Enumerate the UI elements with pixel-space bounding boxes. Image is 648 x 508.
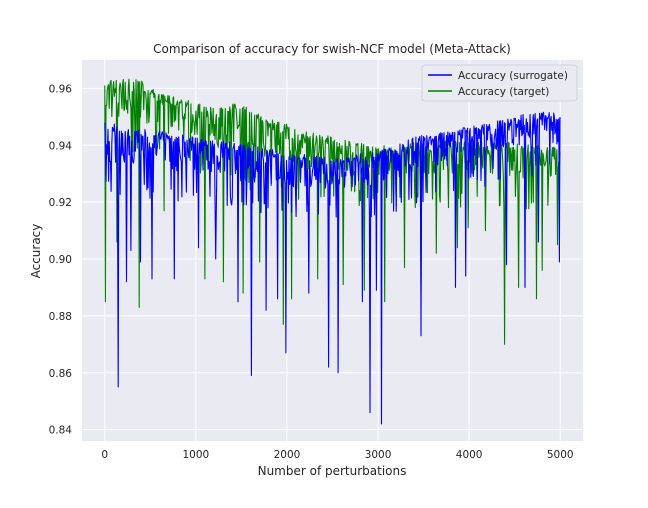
y-axis-label: Accuracy xyxy=(29,224,43,279)
y-tick-label: 0.92 xyxy=(49,197,72,209)
x-tick-label: 5000 xyxy=(547,449,574,461)
y-tick-label: 0.90 xyxy=(49,254,72,266)
chart-title: Comparison of accuracy for swish-NCF mod… xyxy=(153,42,511,56)
series-layer xyxy=(104,78,561,425)
y-tick-label: 0.86 xyxy=(49,368,73,380)
y-tick-label: 0.96 xyxy=(49,83,73,95)
tick-labels: 0 1000 2000 3000 4000 5000 0.84 0.86 0.88 0.90 0.9… xyxy=(49,83,574,461)
x-tick-label: 3000 xyxy=(365,449,392,461)
legend: Accuracy (surrogate) Accuracy (target) xyxy=(421,64,578,102)
y-tick-label: 0.94 xyxy=(49,140,73,152)
series-line-surrogate xyxy=(104,111,561,425)
x-tick-label: 4000 xyxy=(456,449,483,461)
x-tick-label: 1000 xyxy=(182,449,209,461)
x-tick-label: 2000 xyxy=(274,449,301,461)
legend-box xyxy=(421,64,578,102)
legend-label-surrogate: Accuracy (surrogate) xyxy=(458,70,568,82)
x-axis-label: Number of perturbations xyxy=(258,464,407,478)
y-tick-label: 0.88 xyxy=(49,311,72,323)
x-tick-label: 0 xyxy=(101,449,108,461)
legend-label-target: Accuracy (target) xyxy=(458,86,549,98)
y-tick-label: 0.84 xyxy=(49,425,73,437)
